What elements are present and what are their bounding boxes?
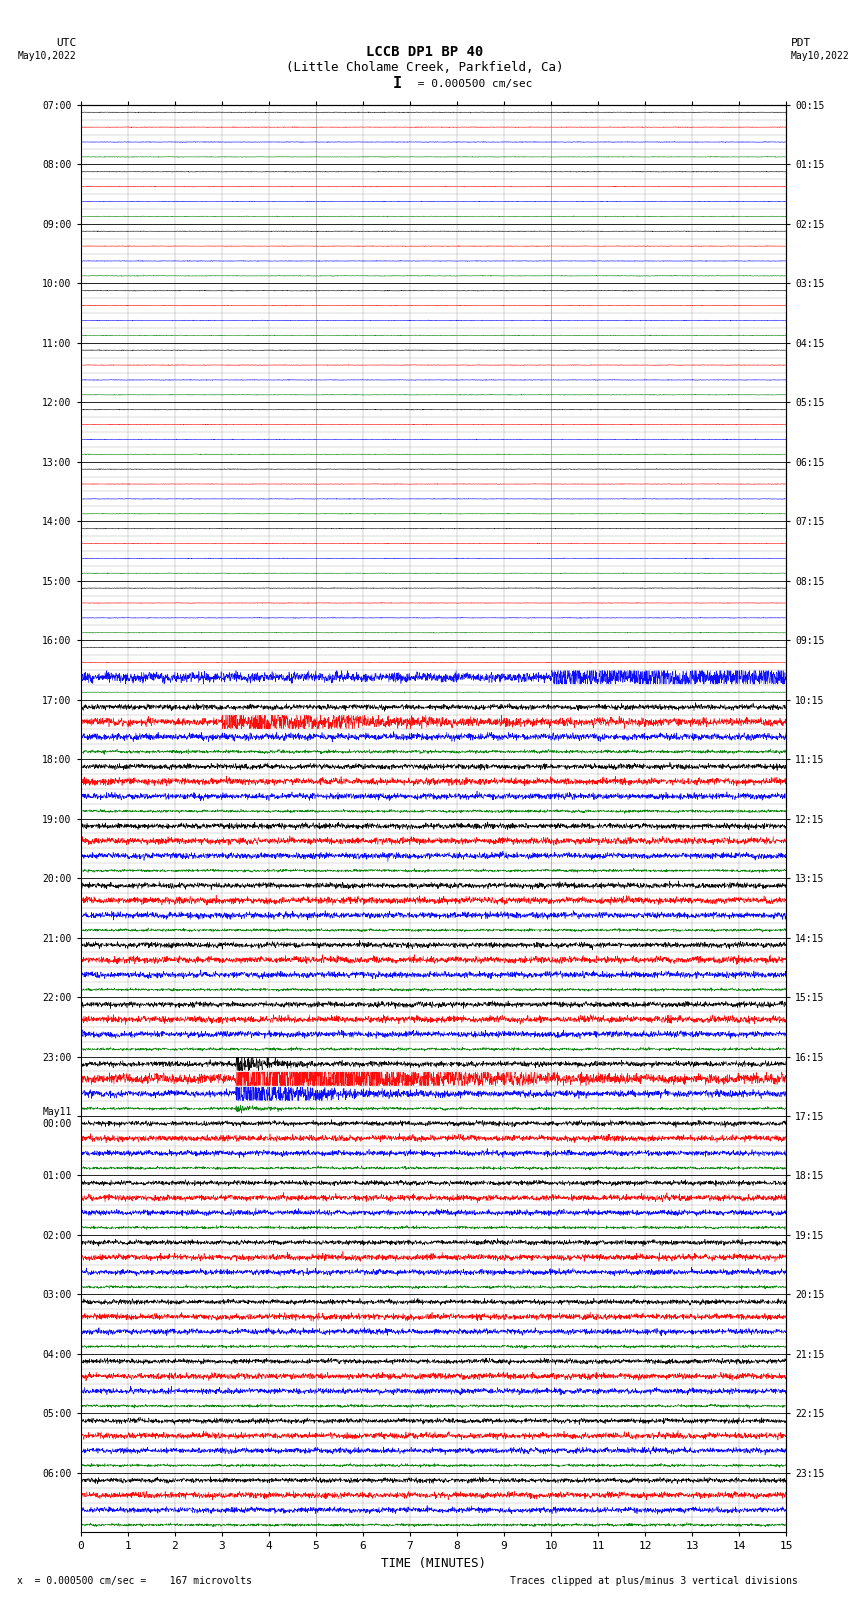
Text: x  = 0.000500 cm/sec =    167 microvolts: x = 0.000500 cm/sec = 167 microvolts xyxy=(17,1576,252,1586)
Text: Traces clipped at plus/minus 3 vertical divisions: Traces clipped at plus/minus 3 vertical … xyxy=(510,1576,798,1586)
Text: I: I xyxy=(394,76,402,92)
Text: (Little Cholame Creek, Parkfield, Ca): (Little Cholame Creek, Parkfield, Ca) xyxy=(286,61,564,74)
Text: May10,2022: May10,2022 xyxy=(18,52,76,61)
X-axis label: TIME (MINUTES): TIME (MINUTES) xyxy=(381,1557,486,1569)
Text: May10,2022: May10,2022 xyxy=(790,52,849,61)
Text: LCCB DP1 BP 40: LCCB DP1 BP 40 xyxy=(366,45,484,58)
Text: = 0.000500 cm/sec: = 0.000500 cm/sec xyxy=(411,79,532,89)
Text: PDT: PDT xyxy=(790,39,811,48)
Text: UTC: UTC xyxy=(56,39,76,48)
